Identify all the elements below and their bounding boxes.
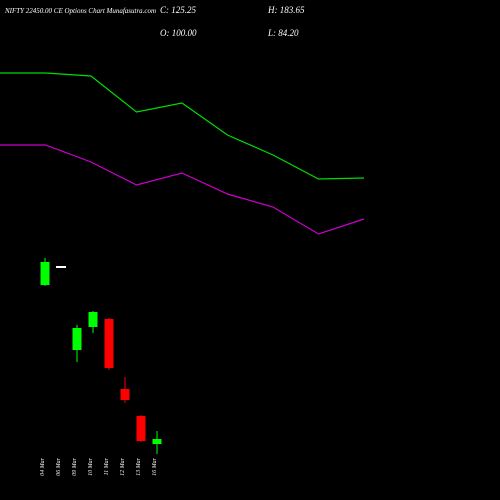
stat-close: C: 125.25 [160,5,197,15]
x-tick-label: 11 Mar [104,457,110,475]
stat-high: H: 183.65 [267,5,305,15]
x-tick-label: 12 Mar [120,457,126,475]
indicator-line [0,72,365,180]
candle-body [120,389,130,400]
candle-body [152,439,162,444]
stat-low: L: 84.20 [267,28,299,38]
x-tick-label: 04 Mar [39,457,46,475]
x-tick-label: 16 Mar [152,457,158,475]
candle-body [104,319,114,368]
candle-body [88,312,98,327]
candle-body [72,328,82,350]
stat-open: O: 100.00 [160,28,197,38]
x-tick-label: 09 Mar [72,457,78,475]
candle-body [136,416,146,441]
x-tick-label: 13 Mar [136,457,142,475]
candle-body [56,266,66,268]
x-tick-label: 06 Mar [56,457,62,475]
x-tick-label: 10 Mar [88,457,94,475]
chart-title: NIFTY 22450.00 CE Options Chart Munafasu… [4,7,156,15]
candle-body [40,262,50,285]
indicator-line [0,144,365,235]
